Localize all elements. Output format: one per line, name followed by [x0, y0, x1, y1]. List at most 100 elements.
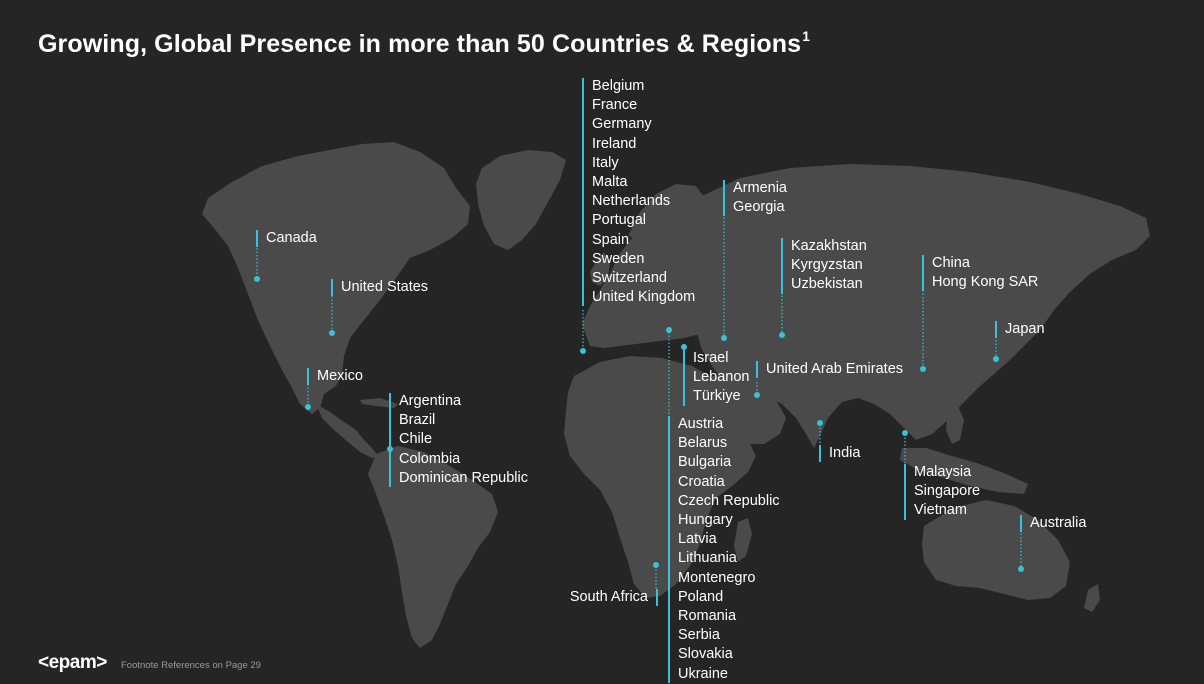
country-label: China: [932, 255, 970, 271]
group-central-eastern-europe: Austria Belarus Bulgaria Croatia Czech Repub…: [668, 415, 780, 684]
country-label: Israel: [693, 350, 729, 366]
page-title: Growing, Global Presence in more than 50…: [38, 28, 810, 59]
dot-caucasus: [721, 335, 727, 341]
country-label: Switzerland: [592, 270, 667, 287]
dot-canada: [254, 276, 260, 282]
country-label: Bulgaria: [678, 454, 732, 471]
epam-logo: <epam>: [38, 652, 107, 673]
country-label: Netherlands: [592, 193, 671, 210]
country-label: Chile: [399, 431, 433, 448]
group-canada: Canada: [256, 229, 317, 248]
country-label: Croatia: [678, 473, 725, 490]
country-label: Mexico: [317, 368, 363, 384]
country-label: Ukraine: [678, 665, 728, 682]
country-label: Kazakhstan: [791, 238, 867, 254]
madagascar-landmass: [734, 518, 752, 562]
country-label: Colombia: [399, 450, 461, 467]
group-bar: [683, 350, 685, 406]
group-china: China Hong Kong SAR: [922, 254, 1038, 292]
country-label: Japan: [1005, 321, 1045, 337]
country-label: Sweden: [592, 250, 645, 267]
country-label: Uzbekistan: [791, 276, 863, 293]
country-label: Argentina: [399, 393, 462, 409]
group-bar: [389, 393, 391, 488]
group-central-asia: Kazakhstan Kyrgyzstan Uzbekistan: [781, 237, 867, 295]
country-label: Germany: [592, 116, 652, 133]
group-bar: [904, 464, 906, 520]
country-label: Malaysia: [914, 464, 972, 480]
country-label: Italy: [592, 154, 619, 171]
country-label: Hungary: [678, 512, 733, 529]
philippines-landmass: [946, 406, 964, 444]
asia-landmass: [696, 164, 1150, 448]
group-bar: [756, 361, 758, 379]
dot-united-states: [329, 330, 335, 336]
dot-middle-east: [681, 344, 687, 350]
country-label: Canada: [266, 230, 317, 246]
country-label: Malta: [592, 174, 628, 191]
country-label: Romania: [678, 608, 737, 625]
country-label: Lithuania: [678, 550, 737, 567]
group-bar: [668, 416, 670, 683]
australia-landmass: [922, 500, 1070, 600]
country-label: Montenegro: [678, 569, 756, 586]
country-label: South Africa: [569, 589, 648, 605]
group-southeast-asia: Malaysia Singapore Vietnam: [904, 463, 980, 521]
country-label: Brazil: [399, 412, 436, 429]
country-label: Belarus: [678, 435, 728, 452]
group-bar: [723, 180, 725, 217]
country-label: Belgium: [592, 78, 645, 94]
group-caucasus: Armenia Georgia: [723, 179, 787, 217]
dot-china: [920, 366, 926, 372]
country-label: Poland: [678, 588, 724, 605]
country-label: France: [592, 97, 638, 114]
footnote-text: Footnote References on Page 29: [121, 660, 261, 671]
group-middle-east: Israel Lebanon Türkiye: [683, 349, 749, 407]
group-bar: [307, 368, 309, 386]
country-label: Austria: [678, 416, 724, 432]
greenland-landmass: [476, 150, 566, 250]
group-india: India: [819, 444, 860, 463]
country-label: Australia: [1030, 515, 1087, 531]
dot-western-europe: [580, 348, 586, 354]
group-bar: [995, 321, 997, 339]
country-label: United States: [341, 279, 429, 295]
central-america-landmass: [316, 404, 378, 458]
sea-islands-landmass: [900, 448, 1028, 494]
group-bar: [256, 230, 258, 248]
country-label: Latvia: [678, 531, 717, 548]
country-label: India: [829, 445, 861, 461]
group-bar: [819, 445, 821, 463]
group-united-states: United States: [331, 278, 428, 297]
country-label: Slovakia: [678, 646, 733, 663]
new-zealand-landmass: [1084, 584, 1100, 612]
country-label: Kyrgyzstan: [791, 257, 863, 274]
country-label: Armenia: [733, 180, 787, 196]
dot-japan: [993, 356, 999, 362]
group-bar: [656, 589, 658, 607]
scandinavia-landmass: [628, 184, 706, 242]
country-label: Vietnam: [914, 502, 967, 519]
group-south-africa: South Africa: [570, 588, 658, 607]
group-bar: [781, 238, 783, 294]
europe-landmass: [582, 210, 730, 348]
japan-landmass: [978, 316, 1006, 366]
south-america-landmass: [368, 446, 498, 648]
group-western-europe: Belgium France Germany Ireland Italy Malta Net…: [582, 77, 695, 307]
country-label: Dominican Republic: [399, 469, 528, 486]
group-bar: [922, 255, 924, 292]
country-label: Lebanon: [693, 369, 750, 386]
country-label: Spain: [592, 231, 630, 248]
uk-landmass: [590, 252, 610, 286]
group-uae: United Arab Emirates: [756, 360, 903, 379]
dot-central-eastern-europe: [666, 327, 672, 333]
dot-australia: [1018, 566, 1024, 572]
dot-southeast-asia: [902, 430, 908, 436]
dot-mexico: [305, 404, 311, 410]
group-bar: [582, 78, 584, 307]
group-bar: [1020, 515, 1022, 533]
country-label: Hong Kong SAR: [932, 274, 1039, 291]
country-label: Portugal: [592, 212, 647, 229]
group-australia: Australia: [1020, 514, 1086, 533]
